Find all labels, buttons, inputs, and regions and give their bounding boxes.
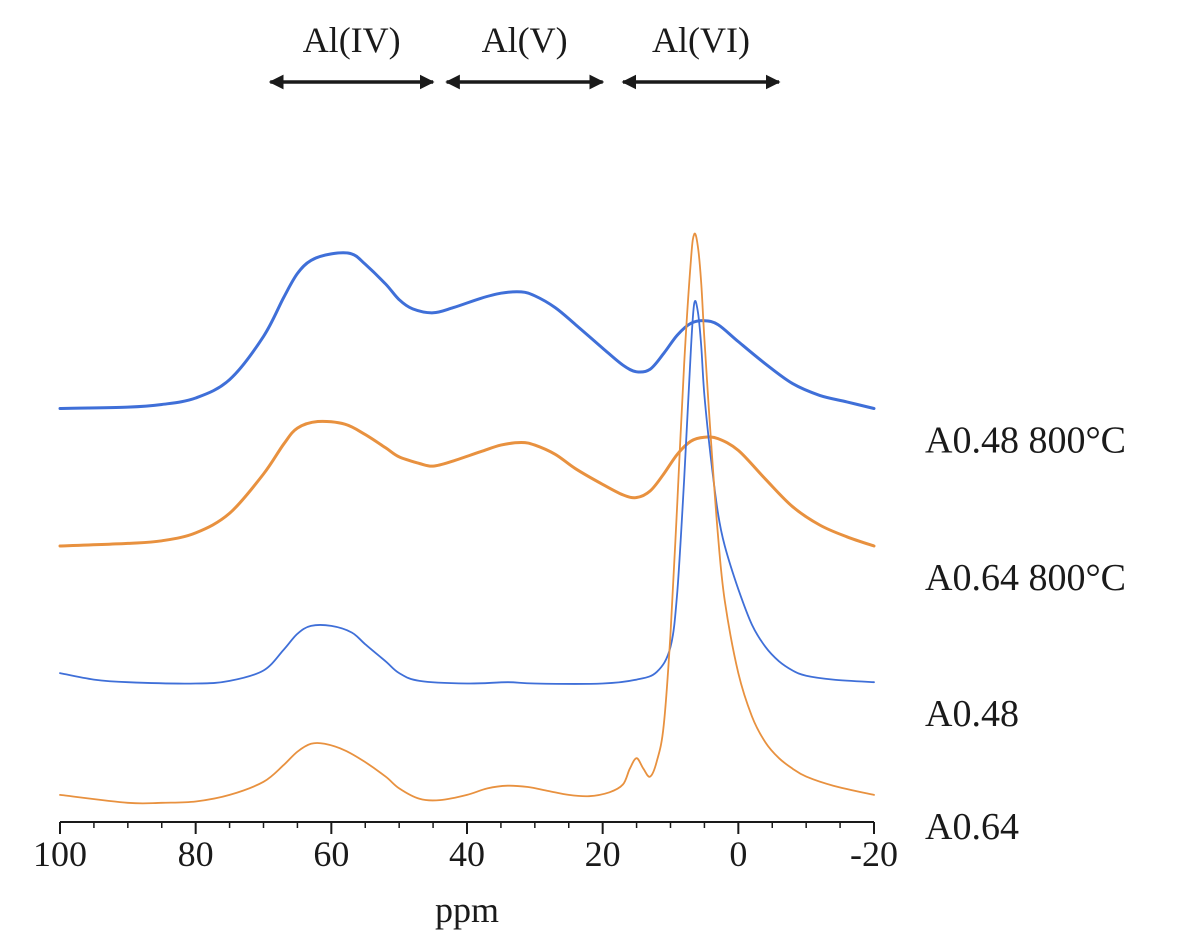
region-label: Al(VI) <box>652 20 750 60</box>
x-tick-label: 0 <box>729 834 747 874</box>
series-label: A0.48 800°C <box>925 419 1126 461</box>
x-axis: 100 80 60 40 20 0 -20 <box>33 821 898 874</box>
x-tick-label: 80 <box>178 834 214 874</box>
series-labels: A0.48 800°C A0.64 800°C A0.48 A0.64 <box>925 419 1126 847</box>
region-label: Al(V) <box>482 20 568 60</box>
coordination-region-markers: Al(IV) Al(V) Al(VI) <box>268 20 781 90</box>
x-tick-label: 40 <box>449 834 485 874</box>
x-axis-title: ppm <box>435 890 499 930</box>
x-axis-ticks: 100 80 60 40 20 0 -20 <box>33 822 898 874</box>
series-line <box>58 251 876 410</box>
series-label: A0.64 800°C <box>925 557 1126 599</box>
x-tick-label: 20 <box>585 834 621 874</box>
series-line <box>58 419 876 548</box>
series-line <box>59 300 875 685</box>
region-label: Al(IV) <box>303 20 401 60</box>
x-tick-label: 100 <box>33 834 87 874</box>
x-tick-label: -20 <box>850 834 898 874</box>
series-line <box>59 232 875 805</box>
x-tick-label: 60 <box>313 834 349 874</box>
series-label: A0.48 <box>925 693 1019 735</box>
spectra-series <box>58 232 876 805</box>
series-label: A0.64 <box>925 806 1019 848</box>
